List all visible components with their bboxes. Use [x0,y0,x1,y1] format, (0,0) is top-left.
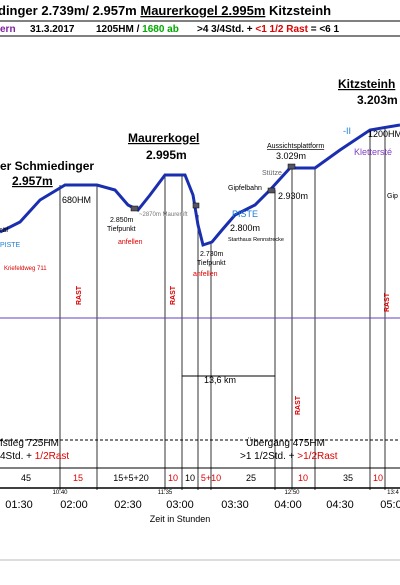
peak-height: 2.995m [146,148,187,162]
peak-height: 3.203m [357,93,398,107]
rest-label: RAST [384,292,391,312]
label: anfellen [193,271,218,278]
tick-label: 05:0 [380,499,400,511]
tick-label: 02:00 [60,499,88,511]
label: Gip [387,193,398,200]
label: Starthaus Rennstrecke [228,237,284,243]
duration: 10 [298,473,308,483]
label: 2.850m [110,217,134,224]
duration: 35 [343,473,353,483]
label: PISTE [232,209,258,219]
label: Gipfelbahn [228,185,262,192]
label: Stütze [262,170,282,177]
tick-label: 04:00 [274,499,302,511]
subtitle-part: ern [0,24,16,35]
subtitle-part: 1205HM / [96,24,140,35]
peak-name: Maurerkogel [128,131,199,145]
duration: 15 [73,473,83,483]
time-axis: 01:30 02:00 02:30 03:00 03:30 04:00 04:3… [5,499,400,524]
label: 2.730m [200,251,224,258]
distance: 13,6 km [204,375,236,385]
duration: 10 [373,473,383,483]
durations: 45 15 15+5+20 10 10 5+10 25 10 35 10 [21,473,383,483]
leg-part: >1 1/2Std. + [240,451,295,462]
duration: 25 [246,473,256,483]
title: dinger 2.739m/ 2.957m Maurerkogel 2.995m… [0,3,331,18]
rest-label: RAST [295,395,302,415]
tick-label: 03:00 [166,499,194,511]
leg-time: >1 1/2Std. + >1/2Rast [240,451,338,462]
label: PISTE [0,242,21,249]
leg-part: 4Std. + [0,451,32,462]
label: Tiefpunkt [107,226,136,233]
leg-part: 1/2Rast [35,451,70,462]
stations [130,163,296,212]
title-part: Kitzsteinh [269,3,331,18]
clock-time: 11:35 [158,490,173,496]
subtitle-part: 31.3.2017 [30,24,75,35]
leg-name: fstieg 725HM [0,438,59,449]
label: 1200HM [368,129,400,139]
subtitle: ern 31.3.2017 1205HM / 1680 ab >4 3/4Std. +… [0,24,340,35]
leg-time: 4Std. + 1/2Rast [0,451,69,462]
label: räf [0,227,8,234]
label: 2.930m [278,191,308,201]
label: Tiefpunkt [197,260,226,267]
subtitle-part: <1 1/2 Rast [255,24,308,35]
label: Klettersté [354,147,392,157]
duration: 5+10 [201,473,221,483]
subtitle-part: 1680 ab [142,24,179,35]
duration: 10 [185,473,195,483]
label: anfellen [118,239,143,246]
subtitle-part: >4 3/4Std. + [197,24,253,35]
label: 680HM [62,195,91,205]
clock-time: 10:40 [52,490,68,496]
rest-label: RAST [76,285,83,305]
label: Kriefeldweg 711 [4,266,47,272]
duration: 15+5+20 [113,473,149,483]
label: 2.800m [230,223,260,233]
title-part: Maurerkogel 2.995m [140,3,265,18]
peak-name: Kitzsteinh [338,77,395,91]
leg-name: Übergang 475HM [246,437,325,449]
leg-part: >1/2Rast [297,451,338,462]
peak-height: 2.957m [12,174,53,188]
title-part: dinger 2.739m/ 2.957m [0,3,137,18]
duration: 10 [168,473,178,483]
clock-time: 12:50 [284,490,300,496]
label: -II [343,126,351,136]
label: 3.029m [276,151,306,161]
label: ~2870m Maurerlift [139,212,188,218]
rest-label: RAST [170,285,177,305]
background [0,0,400,560]
clock-times: 10:40 11:35 12:50 13:4 [52,490,399,496]
axis-title: Zeit in Stunden [150,514,211,524]
duration: 45 [21,473,31,483]
tick-label: 03:30 [221,499,249,511]
tick-label: 01:30 [5,499,33,511]
subtitle-part: <6 1 [319,24,339,35]
tick-label: 04:30 [326,499,354,511]
label: Aussichtsplattform [267,143,324,150]
tick-label: 02:30 [114,499,142,511]
subtitle-part: = [311,24,317,35]
clock-time: 13:4 [387,490,399,496]
peak-name: er Schmiedinger [0,159,94,173]
